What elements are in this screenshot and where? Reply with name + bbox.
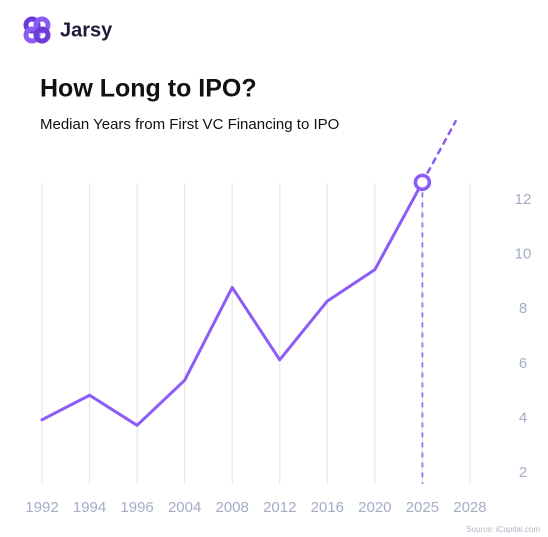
x-tick-label: 2025 — [406, 499, 439, 516]
chart-subtitle: Median Years from First VC Financing to … — [40, 116, 339, 133]
x-tick-label: 2028 — [453, 499, 486, 516]
x-tick-label: 1994 — [73, 499, 106, 516]
chart-title: How Long to IPO? — [40, 75, 257, 103]
y-tick-label: 8 — [519, 300, 527, 317]
x-tick-label: 2020 — [358, 499, 391, 516]
x-tick-label: 2004 — [168, 499, 201, 516]
brand-name: Jarsy — [60, 19, 113, 41]
y-tick-label: 4 — [519, 409, 527, 426]
highlight-point — [413, 173, 432, 192]
source-note: Source: iCapital.com — [466, 525, 540, 534]
data-line — [40, 180, 424, 427]
y-tick-label: 12 — [515, 191, 532, 208]
x-tick-label: 1996 — [120, 499, 153, 516]
x-tick-label: 1992 — [25, 499, 58, 516]
y-tick-label: 2 — [519, 464, 527, 481]
brand-logo — [23, 16, 51, 44]
x-tick-label: 2016 — [311, 499, 344, 516]
x-tick-label: 2012 — [263, 499, 296, 516]
y-tick-label: 10 — [515, 246, 532, 263]
y-tick-label: 6 — [519, 355, 527, 372]
x-tick-label: 2008 — [216, 499, 249, 516]
projection-line — [421, 119, 457, 184]
